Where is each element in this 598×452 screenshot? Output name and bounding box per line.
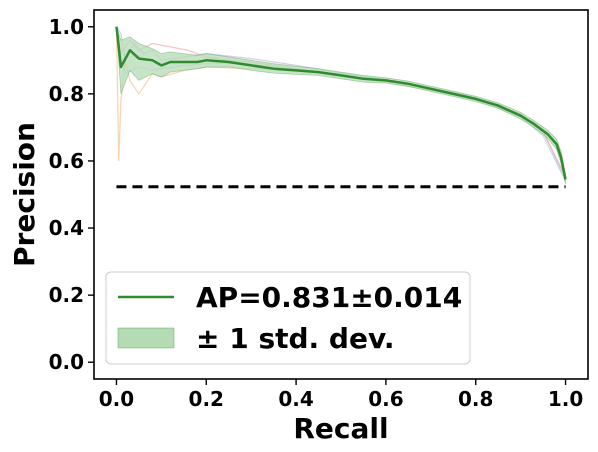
y-tick-label: 1.0 [49,15,84,39]
y-tick-label: 0.6 [49,149,84,173]
x-tick-label: 0.6 [368,387,403,411]
legend-label-std: ± 1 std. dev. [196,322,395,355]
x-tick-label: 0.0 [99,387,134,411]
x-axis-label: Recall [293,412,388,445]
y-tick-label: 0.4 [49,216,84,240]
y-tick-label: 0.0 [49,350,84,374]
x-tick-label: 1.0 [548,387,583,411]
axes-frame [93,9,589,380]
legend: AP=0.831±0.014 ± 1 std. dev. [105,271,471,365]
mean-pr-curve [115,26,567,180]
ticks: 0.0 0.2 0.4 0.6 0.8 1.0 0.0 0.2 0.4 0.6 0.8 1.0 [49,15,584,411]
y-tick-label: 0.2 [49,283,84,307]
x-tick-label: 0.4 [278,387,313,411]
y-axis-label: Precision [8,122,41,267]
legend-swatch-std-band [117,327,175,349]
legend-label-ap: AP=0.831±0.014 [196,281,462,314]
y-tick-label: 0.8 [49,82,84,106]
plot-area [115,26,567,189]
x-tick-label: 0.8 [458,387,493,411]
fold-curve-3 [115,26,567,177]
legend-box [105,271,471,365]
x-tick-label: 0.2 [189,387,224,411]
